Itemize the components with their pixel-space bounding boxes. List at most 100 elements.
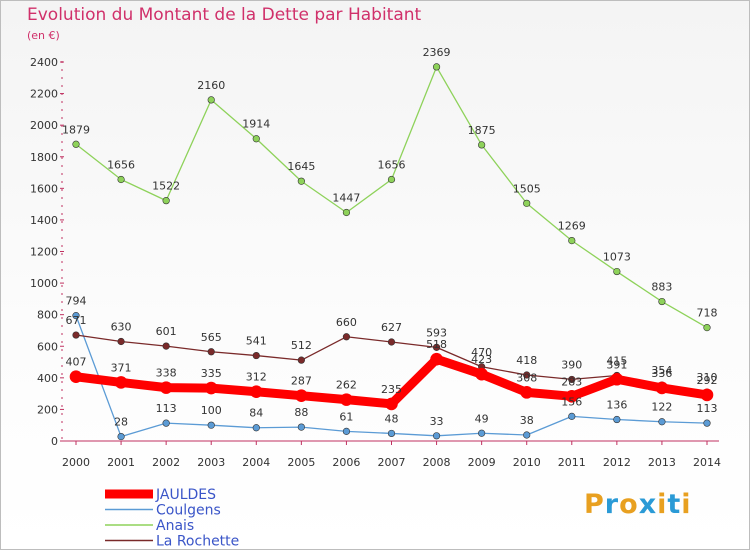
- data-label: 308: [516, 371, 537, 384]
- legend-label: La Rochette: [156, 534, 239, 550]
- data-label: 61: [339, 410, 353, 423]
- data-label: 1645: [287, 160, 315, 173]
- data-label: 390: [561, 358, 582, 371]
- x-tick-label: 2005: [287, 456, 315, 469]
- data-point: [297, 423, 305, 431]
- x-tick-label: 2003: [197, 456, 225, 469]
- data-label: 593: [426, 326, 447, 339]
- y-tick-label: 2400: [30, 56, 58, 69]
- legend-label: JAULDES: [155, 487, 216, 503]
- data-label: 2160: [197, 79, 225, 92]
- data-point: [162, 419, 170, 427]
- data-label: 630: [111, 321, 132, 334]
- data-label: 136: [606, 399, 627, 412]
- y-tick-label: 1600: [30, 182, 58, 195]
- x-tick-label: 2012: [603, 456, 631, 469]
- data-label: 283: [561, 375, 582, 388]
- logo-letter: o: [619, 489, 639, 520]
- data-point: [162, 197, 170, 205]
- data-label: 354: [651, 364, 672, 377]
- logo-letter: P: [584, 489, 605, 520]
- x-tick-label: 2004: [242, 456, 270, 469]
- logo-letter: i: [681, 489, 692, 520]
- data-label: 84: [249, 407, 263, 420]
- data-point: [432, 63, 441, 71]
- chart-title: Evolution du Montant de la Dette par Hab…: [27, 5, 422, 25]
- data-point: [655, 381, 669, 395]
- data-label: 883: [651, 281, 672, 294]
- x-tick-label: 2000: [62, 456, 90, 469]
- x-tick-label: 2006: [332, 456, 360, 469]
- data-point: [658, 418, 666, 426]
- y-tick-label: 1400: [30, 214, 58, 227]
- y-tick-label: 0: [51, 435, 58, 448]
- data-label: 88: [294, 406, 308, 419]
- data-label: 415: [606, 354, 627, 367]
- data-label: 660: [336, 316, 357, 329]
- data-point: [478, 429, 486, 437]
- x-tick-label: 2002: [152, 456, 180, 469]
- data-point: [523, 371, 531, 379]
- logo-letter: t: [667, 489, 682, 520]
- data-label: 1505: [513, 182, 541, 195]
- data-point: [342, 208, 351, 217]
- data-point: [700, 388, 714, 402]
- y-tick-label: 2200: [30, 88, 58, 101]
- data-label: 518: [426, 338, 447, 351]
- data-point: [297, 177, 305, 185]
- x-tick-label: 2008: [423, 456, 451, 469]
- data-label: 122: [651, 401, 672, 414]
- data-point: [387, 429, 396, 438]
- data-point: [72, 331, 80, 339]
- data-label: 235: [381, 383, 402, 396]
- y-tick-label: 400: [37, 372, 58, 385]
- data-point: [117, 432, 125, 441]
- data-point: [568, 375, 576, 384]
- data-point: [117, 175, 125, 184]
- data-label: 794: [66, 295, 87, 308]
- data-point: [658, 297, 666, 306]
- data-label: 565: [201, 331, 222, 344]
- x-tick-label: 2007: [378, 456, 406, 469]
- y-tick-label: 2000: [30, 119, 58, 132]
- legend-label: Coulgens: [156, 503, 221, 519]
- axes: 0 200 400 600 800 1000 1200 1400 1600 1800 2000 220…: [30, 56, 721, 469]
- data-point: [69, 370, 83, 384]
- data-point: [613, 415, 621, 424]
- data-point: [610, 372, 624, 386]
- data-label: 338: [156, 367, 177, 380]
- data-label: 28: [114, 416, 128, 429]
- series-line-anais: [75, 66, 708, 329]
- data-label: 371: [111, 361, 132, 374]
- data-label: 2369: [423, 46, 451, 59]
- data-label: 49: [475, 412, 489, 425]
- data-label: 156: [561, 395, 582, 408]
- data-label: 100: [201, 404, 222, 417]
- data-labels: 407 371 338 335 312 287 262 235 518 423 308 283 391 3…: [62, 46, 718, 429]
- data-point: [207, 421, 215, 429]
- data-point: [523, 431, 531, 439]
- data-point: [297, 356, 305, 364]
- data-point: [207, 348, 215, 356]
- data-label: 1522: [152, 180, 180, 193]
- data-label: 418: [516, 354, 537, 367]
- y-tick-label: 1800: [30, 151, 58, 164]
- data-point: [478, 141, 486, 149]
- series-layer: [69, 63, 714, 441]
- data-label: 1875: [468, 124, 496, 137]
- data-point: [613, 267, 621, 276]
- data-label: 335: [201, 367, 222, 380]
- data-label: 336: [651, 367, 672, 380]
- data-label: 470: [471, 346, 492, 359]
- proxiti-logo: Proxiti: [584, 489, 692, 520]
- data-point: [114, 376, 128, 389]
- data-point: [568, 412, 576, 420]
- x-tick-label: 2010: [513, 456, 541, 469]
- data-label: 423: [471, 353, 492, 366]
- data-label: 671: [66, 314, 87, 327]
- x-tick-label: 2001: [107, 456, 135, 469]
- data-point: [385, 397, 398, 411]
